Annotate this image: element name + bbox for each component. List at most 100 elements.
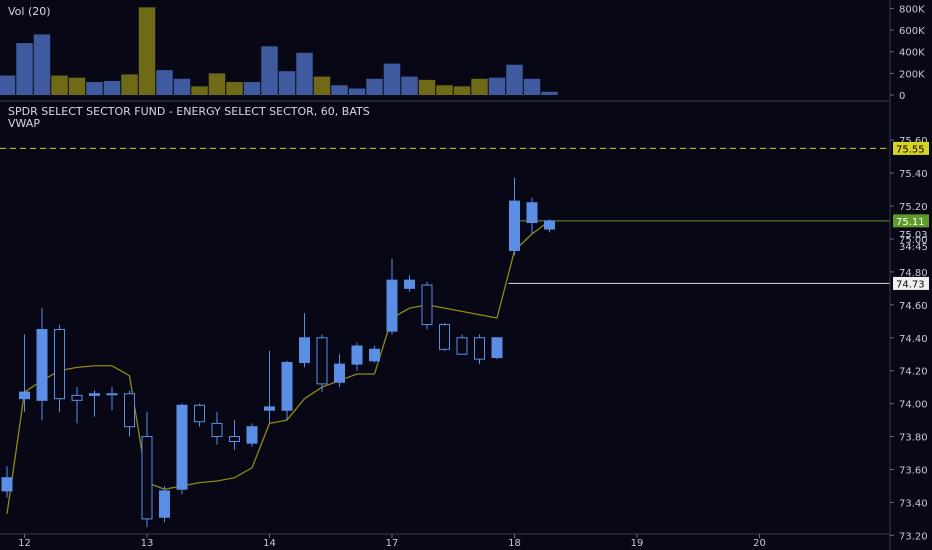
horizontal-level-tag (893, 276, 929, 290)
candle-down (71, 394, 83, 401)
vwap-segment (251, 423, 271, 469)
candle-up (509, 200, 520, 251)
candle-up (544, 220, 555, 230)
volume-bar (16, 43, 33, 95)
candle-down (141, 436, 153, 520)
vwap-segment (6, 392, 26, 515)
candle-down (211, 422, 223, 438)
vwap-segment (479, 314, 498, 319)
volume-tick-label: 800K (899, 4, 925, 15)
volume-bar (261, 46, 278, 95)
candle-down (474, 337, 485, 360)
price-tick-label: 73.40 (899, 498, 928, 509)
candle-up (264, 406, 275, 411)
volume-bar (0, 75, 16, 95)
volume-bar (51, 75, 68, 95)
price-tick-label: 75.00 (899, 235, 928, 246)
current-price-label: 75.11 (896, 217, 925, 228)
price-pane (0, 147, 890, 528)
candle-up (491, 337, 503, 359)
horizontal-level-label: 74.73 (896, 279, 925, 290)
candle-down (54, 329, 65, 400)
candle-up (351, 345, 363, 365)
price-tick-label: 74.60 (899, 301, 928, 312)
candle-down (421, 284, 433, 326)
price-tick-label: 75.40 (899, 169, 928, 180)
volume-bar (138, 7, 156, 95)
candle-up (299, 337, 310, 363)
price-tick-label: 74.80 (899, 268, 928, 279)
time-tick-label: 18 (508, 538, 521, 549)
price-tick-label: 73.20 (899, 531, 928, 542)
time-axis[interactable]: 12 13 14 17 18 19 20 (0, 533, 890, 549)
vwap-segment (199, 480, 218, 484)
volume-bar (296, 52, 313, 95)
price-tick-label: 73.60 (899, 465, 928, 476)
symbol-title[interactable]: SPDR SELECT SECTOR FUND - ENERGY SELECT … (8, 105, 370, 118)
volume-pane (0, 7, 558, 95)
volume-bar (226, 82, 243, 95)
volume-bar (488, 77, 506, 95)
volume-bar (348, 88, 366, 95)
candle-up (386, 279, 398, 332)
volume-tick-label: 400K (899, 48, 925, 59)
current-price-tag (893, 214, 929, 228)
candle-up (89, 393, 100, 396)
candle-down (316, 337, 328, 385)
time-tick-label: 12 (18, 538, 31, 549)
volume-bar (506, 64, 523, 95)
price-tick-label: 75.60 (899, 136, 928, 147)
volume-bar (313, 76, 331, 95)
vwap-segment (461, 310, 480, 316)
volume-bar (453, 86, 471, 95)
volume-bar (523, 78, 541, 95)
candle-up (176, 404, 188, 490)
vwap-indicator-label[interactable]: VWAP (8, 117, 40, 130)
vwap-segment (304, 386, 323, 400)
volume-tick-label: 600K (899, 26, 925, 37)
volume-bar (208, 73, 226, 95)
vwap-segment (286, 398, 306, 421)
volume-bar (471, 78, 488, 95)
last-close-label: 75.03 (899, 230, 928, 241)
candle-up (159, 490, 170, 518)
volume-bar (68, 77, 86, 95)
candle-up (1, 477, 13, 492)
candle-up (334, 363, 345, 383)
price-tick-label: 75.20 (899, 202, 928, 213)
volume-bar (331, 85, 348, 95)
vwap-segment (269, 419, 288, 425)
price-tick-label: 74.00 (899, 400, 928, 411)
candle-down (456, 337, 468, 355)
candle-down (124, 393, 135, 428)
candle-up (526, 202, 538, 224)
vwap-segment (444, 307, 463, 313)
time-tick-label: 17 (386, 538, 399, 549)
candle-up (106, 393, 118, 396)
time-tick-label: 13 (141, 538, 154, 549)
volume-bar (541, 91, 558, 95)
volume-bar (401, 76, 418, 95)
dashed-level-tag (893, 141, 929, 155)
candle-up (404, 279, 415, 289)
time-tick-label: 19 (631, 538, 644, 549)
vwap-segment (111, 365, 130, 377)
candle-up (281, 361, 293, 411)
volume-bar (86, 82, 103, 95)
candle-up (246, 426, 258, 444)
vwap-segment (496, 250, 516, 319)
vwap-segment (234, 467, 253, 479)
volume-bar (383, 63, 401, 95)
time-tick-label: 20 (753, 538, 766, 549)
volume-bar (191, 86, 208, 95)
price-tick-label: 73.80 (899, 433, 928, 444)
candle-down (439, 324, 450, 350)
volume-bar (366, 78, 383, 95)
volume-tick-label: 0 (899, 91, 905, 102)
price-tick-label: 74.20 (899, 367, 928, 378)
volume-indicator-label[interactable]: Vol (20) (8, 5, 51, 18)
volume-tick-label: 200K (899, 69, 925, 80)
volume-bar (103, 80, 121, 95)
